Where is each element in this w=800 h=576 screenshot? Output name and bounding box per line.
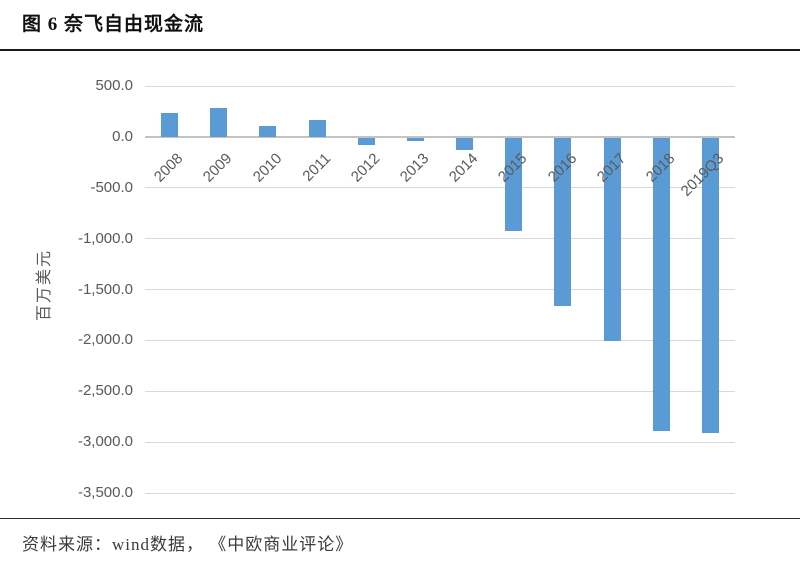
y-tick-label: -500.0 (90, 178, 133, 196)
y-tick-label: 500.0 (95, 77, 133, 94)
bar-2019Q3 (701, 137, 719, 433)
y-tick-label: -2,000.0 (77, 331, 133, 349)
gridline (145, 85, 735, 87)
bar-2018 (652, 137, 670, 431)
y-tick-label: -3,500.0 (77, 484, 133, 501)
gridline (145, 492, 735, 494)
bar-2011 (308, 119, 326, 137)
zero-axis-line (145, 135, 735, 138)
bar-2010 (259, 125, 277, 137)
y-tick-label: 0.0 (112, 127, 133, 145)
gridline (145, 390, 735, 392)
bar-2008 (161, 113, 179, 137)
chart: 百万美元 500.0 0.0 -500.0 -1,000.0 -1,500.0 -2,00… (36, 77, 735, 501)
source-note: 资料来源：wind数据， 《中欧商业评论》 (22, 535, 354, 554)
x-tick-label-2016: 2016 (544, 149, 580, 186)
gridline (145, 187, 735, 189)
bar-2015 (505, 137, 523, 232)
y-tick-label: -3,000.0 (77, 433, 133, 451)
source-divider (0, 518, 800, 519)
x-tick-label-2012: 2012 (347, 149, 384, 186)
y-tick-label: -1,500.0 (77, 280, 133, 298)
y-tick-label: -2,500.0 (77, 382, 133, 400)
y-tick-label: -1,000.0 (77, 229, 133, 247)
gridline (145, 238, 735, 240)
bar-2013 (406, 137, 424, 141)
bar-2009 (210, 108, 228, 137)
gridline (145, 339, 735, 341)
bar-2014 (456, 137, 474, 151)
bar-2017 (603, 137, 621, 342)
gridline (145, 441, 735, 443)
x-tick-label-2013: 2013 (396, 149, 433, 186)
bar-2016 (554, 137, 572, 306)
title-divider (0, 49, 800, 51)
figure-title: 图 6 奈飞自由现金流 (22, 14, 205, 35)
x-tick-label-2011: 2011 (299, 149, 335, 185)
x-tick-label-2009: 2009 (200, 149, 236, 186)
bar-2012 (357, 137, 375, 145)
x-tick-label-2008: 2008 (150, 149, 187, 186)
x-tick-label-2010: 2010 (249, 149, 285, 186)
gridline (145, 289, 735, 290)
x-tick-label-2014: 2014 (445, 149, 482, 186)
